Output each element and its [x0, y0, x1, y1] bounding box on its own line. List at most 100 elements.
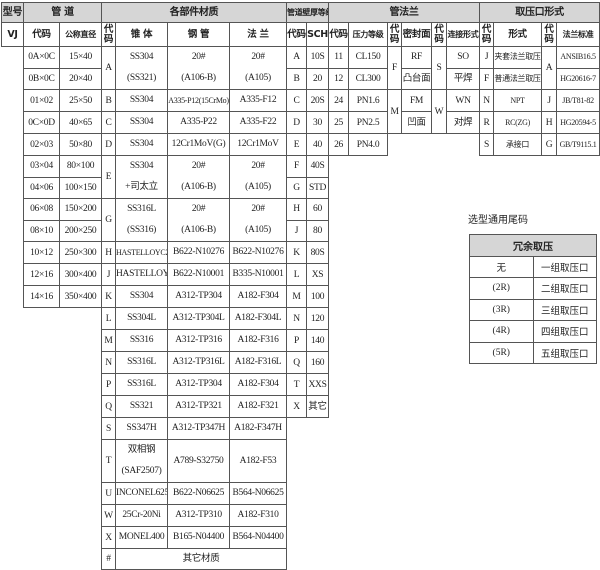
table-row: 0A×0C 15×40 A SS304 (SS321) 20# (A106-B) 20# (A1… [2, 46, 600, 90]
pipe-code: 0B×0C [23, 67, 60, 90]
flange-standard: GB/T9115.1 [556, 133, 600, 156]
material-flange-line: A182-F304L [234, 313, 282, 323]
material-flange-line: A182-F304 [237, 379, 279, 389]
material-flange-line: (A105) [245, 182, 271, 192]
material-code: X [101, 526, 116, 549]
pipe-code: 04×06 [23, 176, 60, 199]
pipe-code: 10×12 [23, 241, 60, 264]
pipe-code: 0C×0D [23, 111, 60, 134]
column-header: 法 兰 [229, 22, 287, 47]
material-flange-line: 12Cr1MoV [237, 139, 279, 149]
pipe-code: 14×16 [23, 285, 60, 308]
material-cone: SS316L (SS316) [115, 198, 168, 242]
material-flange-line: A182-F304 [237, 291, 279, 301]
flange-standard: JB/T81-82 [556, 89, 600, 112]
sch-value: 20S [305, 89, 330, 112]
material-pipe: A312-TP304 [167, 373, 230, 396]
suffix-table: 冗余取压 无一组取压口 (2R) 二组取压口 (3R) 三组取压口 (4R) 四组取压… [469, 234, 597, 364]
sch-code: J [286, 219, 307, 242]
table-row: 08×10 200×250 J 80 [2, 219, 600, 242]
material-code: G [101, 198, 116, 242]
material-cone-line: SS304 [129, 117, 154, 127]
material-cone: SS304 [115, 133, 168, 156]
tap-form: NPT [493, 89, 543, 112]
material-code: T [101, 439, 116, 483]
material-code: B [101, 89, 116, 112]
material-flange: A182-F304 [229, 285, 287, 308]
sch-value: 30 [305, 111, 330, 134]
material-code: S [101, 417, 116, 440]
tap-code: F [479, 67, 495, 90]
material-cone: SS304 (SS321) [115, 46, 168, 90]
sch-value: 20 [305, 67, 330, 90]
pipe-size: 20×40 [59, 67, 102, 90]
table-row: N SS316L A312-TP316L A182-F316L Q 160 [2, 351, 600, 374]
empty-cell [388, 134, 480, 156]
material-cone: HASTELLOY [115, 263, 168, 286]
table-row: S SS347H A312-TP347H A182-F347H [2, 417, 600, 440]
sch-value: XXS [305, 373, 330, 396]
material-cone: INCONEL625 [115, 482, 168, 505]
material-cone: SS316L [115, 351, 168, 374]
seal-face: 凹面 [401, 111, 433, 134]
material-pipe: 12Cr1MoV(G) [167, 133, 230, 156]
table-row: 0C×0D 40×65 C SS304 A335-P22 A335-F22 D 30 25 PN2… [2, 111, 600, 134]
material-cone-line: SS304 [129, 291, 154, 301]
seal-face: RF [401, 46, 433, 69]
material-flange: B335-N10001 [229, 263, 287, 286]
material-pipe: A312-TP310 [167, 504, 230, 527]
material-pipe-line: A312-TP310 [175, 510, 222, 520]
header-row-groups: 型号管 道各部件材质管道壁厚等级管法兰取压口形式 [1, 2, 600, 23]
material-pipe-line: A335-P22 [180, 117, 217, 127]
material-pipe-line: (A106-B) [181, 182, 216, 192]
material-cone-line: 双相钢 [127, 445, 156, 455]
table-row: P SS316L A312-TP304 A182-F304 T XXS [2, 373, 600, 396]
material-cone-line: SS316L [127, 357, 156, 367]
material-cone: 双相钢 (SAF2507) [115, 439, 168, 483]
suffix-code: (5R) [469, 341, 534, 364]
material-pipe-line: A312-TP304 [175, 291, 222, 301]
material-pipe-line: A312-TP304 [175, 379, 222, 389]
connection-form: WN [446, 89, 481, 112]
sch-code: A [286, 46, 307, 69]
flange-standard: HG20594-5 [556, 111, 600, 134]
connection-form: 对焊 [446, 111, 481, 134]
sch-value: 40S [305, 155, 330, 178]
material-flange-line: A335-F12 [239, 95, 277, 105]
material-pipe-line: 20# [191, 52, 206, 62]
material-cone-line: SS304 [129, 95, 154, 105]
sch-code: E [286, 133, 307, 156]
pressure-code: 26 [328, 133, 350, 156]
pressure-rating: CL150 [348, 46, 389, 69]
pipe-size: 100×150 [59, 176, 102, 199]
material-code: H [101, 241, 116, 264]
table-row: 02×03 50×80 D SS304 12Cr1MoV(G) 12Cr1MoV E 40 26… [2, 133, 600, 156]
sch-value: XS [305, 263, 330, 286]
material-cone-line: INCONEL625 [116, 488, 168, 498]
suffix-title: 冗余取压 [469, 234, 597, 257]
pipe-size: 40×65 [59, 111, 102, 134]
material-pipe-line: A312-TP316L [172, 357, 225, 367]
material-cone: SS316 [115, 329, 168, 352]
material-code: N [101, 351, 116, 374]
material-pipe-line: B622-N06625 [172, 488, 225, 498]
pipe-size: 300×400 [59, 263, 102, 286]
material-pipe-line: A789-S32750 [173, 455, 224, 466]
pipe-size: 200×250 [59, 219, 102, 242]
material-flange: B622-N10276 [229, 241, 287, 264]
material-flange-line: A182-F347H [234, 423, 282, 433]
material-flange: A182-F310 [229, 504, 287, 527]
material-flange-line: B564-N04400 [232, 532, 284, 542]
header-row-columns: VJ 代码 公称直径 代码锥 体钢 管法 兰代码 SCH 代码 压力等级 代码 密封面 代码 连接形… [1, 22, 600, 47]
table-row: 0B×0C 20×40 B 20 12 CL300 凸台面 平焊 F 普通法兰取压 HG20616-… [2, 67, 600, 90]
sch-code: B [286, 67, 307, 90]
material-flange-line: A182-F316L [234, 357, 282, 367]
header-flange: 管法兰 [328, 2, 481, 23]
material-flange: A182-F53 [229, 439, 287, 483]
material-flange-line: B622-N10276 [232, 247, 284, 257]
sch-value: 其它 [305, 395, 330, 418]
pressure-code: 11 [328, 46, 350, 69]
material-cone: SS321 [115, 395, 168, 418]
flange-standard: HG20616-7 [556, 67, 600, 90]
sch-code: L [286, 263, 307, 286]
